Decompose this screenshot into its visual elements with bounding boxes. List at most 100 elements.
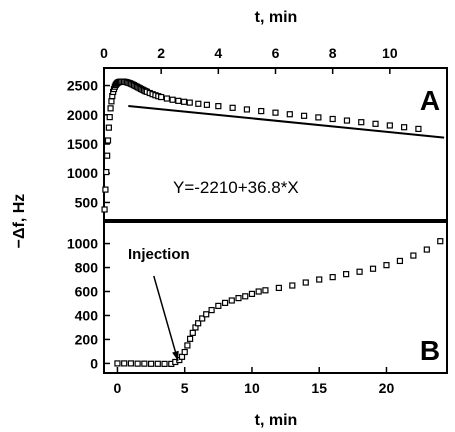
panel-b-data-point bbox=[114, 360, 121, 367]
panel-a-data-point bbox=[102, 186, 109, 193]
panel-a-data-point bbox=[286, 111, 293, 118]
panel-b-x-tick-label: 20 bbox=[379, 380, 395, 396]
panel-b-data-point bbox=[262, 287, 269, 294]
panel-b-data-point bbox=[255, 288, 262, 295]
panel-a-data-point bbox=[103, 168, 110, 176]
bottom-x-axis-title: t, min bbox=[255, 412, 298, 429]
panel-a-x-tick-label: 10 bbox=[382, 45, 398, 61]
panel-a-data-point bbox=[186, 99, 193, 106]
panel-b-data-point bbox=[316, 276, 323, 283]
panel-a-data-point bbox=[180, 98, 188, 105]
panel-a-letter: A bbox=[420, 85, 440, 116]
panel-a-data-point bbox=[415, 125, 422, 133]
panel-b-data-point bbox=[228, 297, 235, 304]
panel-b-x-tick-label: 15 bbox=[311, 380, 327, 396]
panel-a-x-tick-label: 2 bbox=[157, 45, 165, 61]
panel-b-data-point bbox=[186, 335, 194, 342]
panel-b-data-point bbox=[289, 282, 296, 289]
panel-a-series bbox=[101, 78, 422, 213]
panel-b-data-point bbox=[189, 329, 196, 336]
panel-a-data-point bbox=[169, 96, 176, 103]
panel-a-data-point bbox=[104, 152, 111, 159]
panel-b-data-point bbox=[396, 257, 404, 265]
panel-b-y-tick-label: 400 bbox=[75, 307, 99, 323]
panel-b-data-point bbox=[181, 348, 188, 356]
panel-b-series bbox=[114, 238, 444, 367]
panel-b-y-tick-label: 0 bbox=[90, 355, 98, 371]
panel-b-y-tick-label: 600 bbox=[75, 284, 99, 300]
panel-b-data-point bbox=[235, 294, 242, 302]
panel-a-data-point bbox=[300, 112, 308, 119]
panel-b-y-tick-label: 200 bbox=[75, 331, 99, 347]
panel-a-data-point bbox=[401, 124, 408, 131]
panel-a-data-point bbox=[175, 97, 182, 104]
panel-b-letter: B bbox=[420, 335, 440, 366]
panel-b-data-point bbox=[141, 360, 148, 367]
panel-b-data-point bbox=[242, 293, 249, 300]
panel-a-data-point bbox=[108, 98, 115, 105]
panel-b-y-tick-label: 1000 bbox=[67, 236, 98, 252]
panel-b-data-point bbox=[275, 284, 282, 292]
panel-a-data-point bbox=[105, 124, 112, 131]
panel-a-x-tick-label: 0 bbox=[100, 45, 108, 61]
panel-a-data-point bbox=[358, 119, 365, 126]
panel-b-data-point bbox=[302, 279, 309, 286]
panel-a-data-point bbox=[258, 107, 265, 115]
panel-a-data-point bbox=[343, 117, 351, 124]
panel-b-data-point bbox=[127, 360, 135, 367]
injection-label: Injection bbox=[128, 246, 190, 263]
panel-b-data-point bbox=[248, 290, 256, 298]
panel-b-data-point bbox=[154, 360, 161, 367]
panel-b-data-point bbox=[147, 360, 155, 367]
panel-b-data-point bbox=[437, 238, 444, 245]
panel-b-data-point bbox=[343, 271, 350, 278]
panel-b-arrow bbox=[153, 275, 179, 361]
panel-b-data-point bbox=[184, 342, 191, 349]
panel-a-fit bbox=[128, 105, 445, 139]
panel-b-data-point bbox=[410, 252, 417, 259]
panel-a-data-point bbox=[329, 115, 336, 123]
panel-b-data-point bbox=[329, 274, 336, 281]
panel-a-y-tick-label: 500 bbox=[75, 194, 99, 210]
panel-b-data-point bbox=[383, 262, 390, 269]
panel-a-data-point bbox=[315, 114, 322, 121]
panel-b-data-point bbox=[161, 360, 168, 367]
panel-a-data-point bbox=[106, 114, 113, 121]
panel-b-data-point bbox=[356, 268, 363, 275]
panel-a-data-point bbox=[107, 105, 114, 112]
panel-b-data-point bbox=[195, 320, 202, 327]
panel-b-data-point bbox=[203, 311, 210, 318]
panel-b-y-tick-label: 800 bbox=[75, 260, 99, 276]
panel-a-x-tick-label: 8 bbox=[329, 45, 337, 61]
panel-b-data-point bbox=[208, 306, 215, 314]
panel-a-data-point bbox=[215, 103, 222, 110]
panel-b-frame bbox=[103, 221, 448, 374]
panel-a-data-point bbox=[195, 100, 202, 107]
panel-b-data-point bbox=[221, 299, 229, 306]
panel-b-data-point bbox=[215, 302, 222, 309]
injection-arrow-shaft bbox=[153, 275, 179, 361]
panel-a-y-tick-label: 2500 bbox=[67, 78, 98, 94]
fit-equation: Y=-2210+36.8*X bbox=[173, 178, 299, 197]
panel-a-x-tick-label: 6 bbox=[272, 45, 280, 61]
panel-b-x-tick-label: 5 bbox=[181, 380, 189, 396]
injection-arrow-head bbox=[172, 350, 179, 361]
panel-a-data-point bbox=[386, 122, 393, 129]
panel-a-data-point bbox=[229, 104, 236, 111]
panel-a-data-point bbox=[104, 137, 112, 144]
panel-a-x-tick-label: 4 bbox=[214, 45, 222, 61]
panel-a-data-point bbox=[243, 106, 251, 113]
panel-b-x-tick-label: 0 bbox=[114, 380, 122, 396]
fit-line bbox=[128, 105, 445, 139]
panel-a-data-point bbox=[203, 101, 210, 108]
panel-b-data-point bbox=[134, 360, 141, 367]
panel-a-y-tick-label: 1000 bbox=[67, 165, 98, 181]
panel-a-data-point bbox=[101, 206, 108, 213]
panel-b-data-point bbox=[423, 246, 430, 253]
panel-b-data-point bbox=[199, 315, 206, 322]
panel-a-y-tick-label: 2000 bbox=[67, 107, 98, 123]
panel-a-data-point bbox=[158, 93, 165, 101]
panel-b-x-tick-label: 10 bbox=[244, 380, 260, 396]
